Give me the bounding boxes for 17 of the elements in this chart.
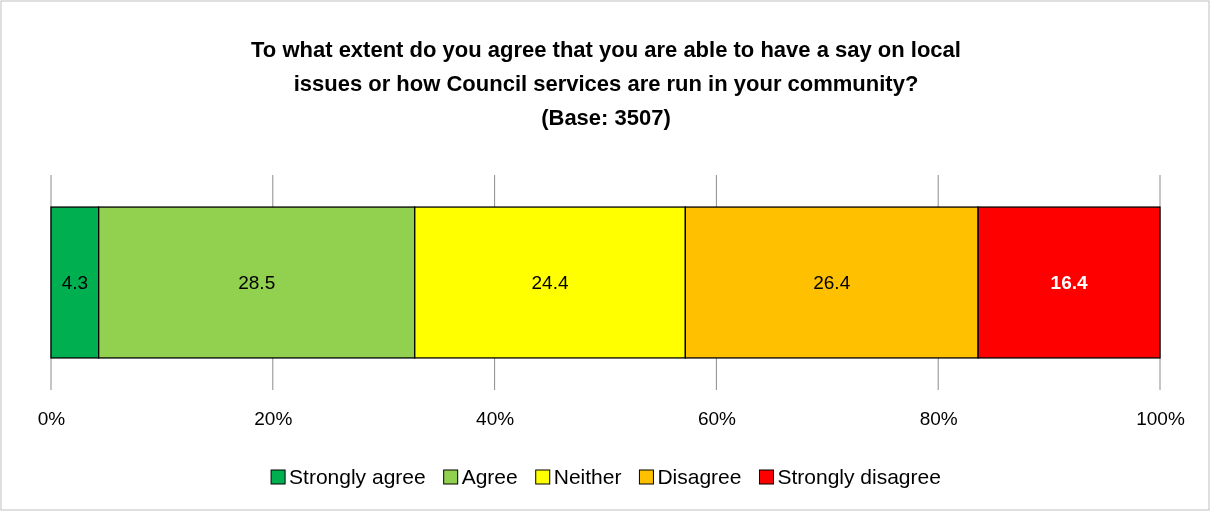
x-tick-label: 60% bbox=[697, 408, 737, 430]
legend-label: Agree bbox=[461, 465, 518, 489]
data-label: 24.4 bbox=[531, 272, 569, 294]
legend-label: Strongly agree bbox=[289, 465, 426, 489]
legend-label: Strongly disagree bbox=[777, 465, 941, 489]
x-tick-label: 40% bbox=[476, 408, 515, 430]
x-tick-label: 100% bbox=[1136, 408, 1185, 430]
data-label: 16.4 bbox=[1050, 272, 1088, 294]
x-tick-label: 80% bbox=[919, 408, 958, 430]
x-tick-label: 20% bbox=[254, 408, 293, 430]
x-tick-label: 0% bbox=[37, 408, 66, 430]
legend-label: Neither bbox=[553, 465, 622, 489]
data-label: 4.3 bbox=[61, 272, 89, 294]
data-label: 26.4 bbox=[813, 272, 851, 294]
chart-title: To what extent do you agree that you are able to have a say on local issues or how Council services are run in your community? (Base: 3507) bbox=[251, 37, 961, 130]
legend-label: Disagree bbox=[657, 465, 742, 489]
data-label: 28.5 bbox=[238, 272, 276, 294]
